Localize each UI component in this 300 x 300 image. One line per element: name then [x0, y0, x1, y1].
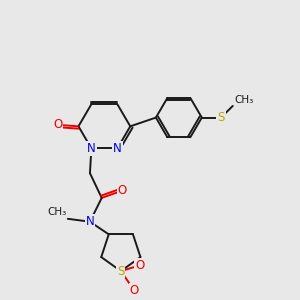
Text: N: N — [87, 142, 96, 155]
Text: S: S — [117, 265, 124, 278]
Text: CH₃: CH₃ — [47, 207, 66, 218]
Text: N: N — [85, 215, 94, 228]
Text: CH₃: CH₃ — [234, 95, 254, 105]
Text: N: N — [113, 142, 122, 155]
Text: S: S — [217, 111, 225, 124]
Text: O: O — [130, 284, 139, 296]
Text: O: O — [135, 259, 145, 272]
Text: O: O — [53, 118, 62, 131]
Text: O: O — [118, 184, 127, 197]
